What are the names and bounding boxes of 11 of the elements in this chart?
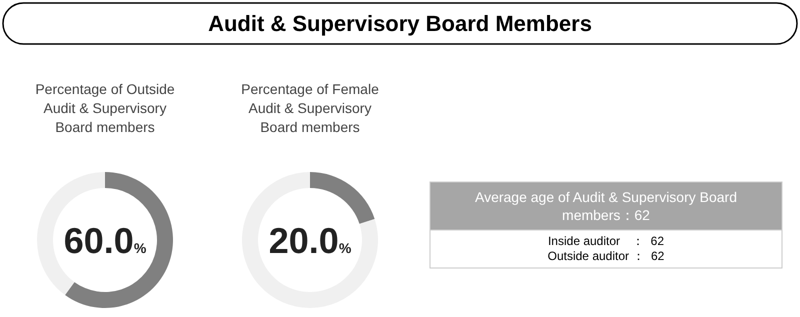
text: 20.0% [268,220,352,261]
donut-slice [65,172,173,308]
chart-title: Percentage of Outside Audit & Supervisory Board members [35,81,175,135]
donut-slice [310,172,375,224]
text: 60.0% [64,220,147,261]
text: Outside auditor ： 62 [548,249,665,263]
donut-slice [242,172,378,308]
text: Audit & Supervisory Board Members [208,11,592,36]
text: Inside auditor ： 62 [548,234,664,248]
text: Average age of Audit & Supervisory Board members：62 [474,189,738,223]
chart-title: Percentage of Female Audit & Supervisory Board members [241,81,380,135]
